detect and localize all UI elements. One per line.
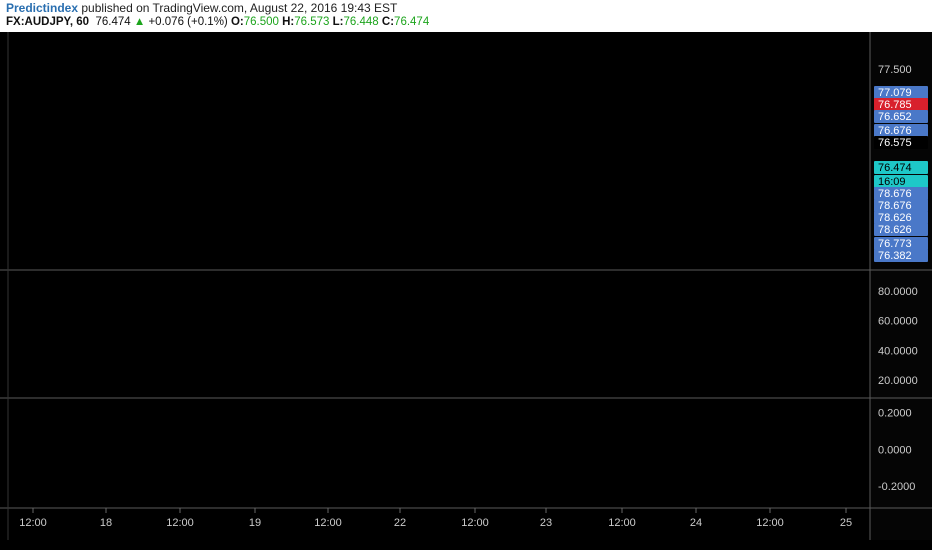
price-axis-label: 77.079 (878, 87, 912, 99)
close-label: C: (381, 16, 395, 28)
price-tag-box (874, 199, 928, 212)
time-axis-label: 25 (840, 517, 852, 529)
symbol-name[interactable]: FX:AUDJPY, 60 (6, 16, 90, 28)
price-axis-label: 78.626 (878, 212, 912, 224)
price-axis-label: 76.382 (878, 250, 912, 262)
macd-axis-label: 0.2000 (878, 408, 912, 420)
price-tag-box (874, 223, 928, 236)
published-text: published on TradingView.com, August 22,… (81, 1, 398, 15)
time-axis-label: 12:00 (19, 517, 47, 529)
price-axis-label: 78.626 (878, 224, 912, 236)
chart-background (0, 32, 932, 550)
publish-line: Predictindex published on TradingView.co… (6, 1, 397, 15)
time-axis-label: 24 (690, 517, 702, 529)
symbol-line: FX:AUDJPY, 60 76.474 ▲ +0.076 (+0.1%) O:… (6, 16, 429, 28)
high-label: H: (282, 16, 295, 28)
time-axis-label: 18 (100, 517, 112, 529)
last-price: 76.474 (95, 16, 131, 28)
price-tag-box (874, 211, 928, 224)
price-axis-label: 76.474 (878, 162, 912, 174)
price-tag-box (874, 175, 928, 188)
low-value: 76.448 (343, 16, 379, 28)
time-axis-label: 19 (249, 517, 261, 529)
high-value: 76.573 (294, 16, 330, 28)
price-axis-label: 78.676 (878, 200, 912, 212)
time-axis-label: 22 (394, 517, 406, 529)
price-axis-label: 76.785 (878, 99, 912, 111)
price-change: +0.076 (+0.1%) (148, 16, 228, 28)
time-axis-label: 12:00 (608, 517, 636, 529)
rsi-axis-label: 80.0000 (878, 286, 918, 298)
price-tag-box (874, 98, 928, 111)
price-tag-box (874, 249, 928, 262)
rsi-axis-label: 20.0000 (878, 375, 918, 387)
price-tag-box (874, 136, 928, 149)
time-axis-label: 12:00 (461, 517, 489, 529)
chart-header: Predictindex published on TradingView.co… (0, 0, 932, 32)
price-tag-box (874, 161, 928, 174)
price-tag-box (874, 86, 928, 99)
price-tag-box (874, 124, 928, 137)
time-axis-label: 12:00 (314, 517, 342, 529)
open-value: 76.500 (243, 16, 279, 28)
rsi-axis-label: 60.0000 (878, 316, 918, 328)
price-axis-label: 76.575 (878, 137, 912, 149)
time-axis-label: 12:00 (166, 517, 194, 529)
time-axis-label: 23 (540, 517, 552, 529)
price-axis-label: 16:09 (878, 176, 906, 188)
price-axis-label: 76.773 (878, 238, 912, 250)
macd-axis-label: 0.0000 (878, 444, 912, 456)
price-tag-box (874, 110, 928, 123)
change-arrow-icon: ▲ (133, 16, 146, 28)
price-tag-box (874, 237, 928, 250)
price-axis-label: 77.500 (878, 64, 912, 76)
price-axis-label: 78.676 (878, 188, 912, 200)
rsi-axis-label: 40.0000 (878, 345, 918, 357)
low-label: L: (332, 16, 344, 28)
price-axis-label: 76.676 (878, 125, 912, 137)
publisher-name[interactable]: Predictindex (6, 1, 79, 15)
macd-axis-label: -0.2000 (878, 481, 915, 493)
price-axis-label: 76.652 (878, 111, 912, 123)
chart-canvas[interactable]: Stop: 0.210 (0.27%)Opened P&L: 0.101Risk… (0, 32, 932, 550)
close-value: 76.474 (394, 16, 430, 28)
price-tag-box (874, 187, 928, 200)
time-axis-label: 12:00 (756, 517, 784, 529)
open-label: O: (230, 16, 244, 28)
